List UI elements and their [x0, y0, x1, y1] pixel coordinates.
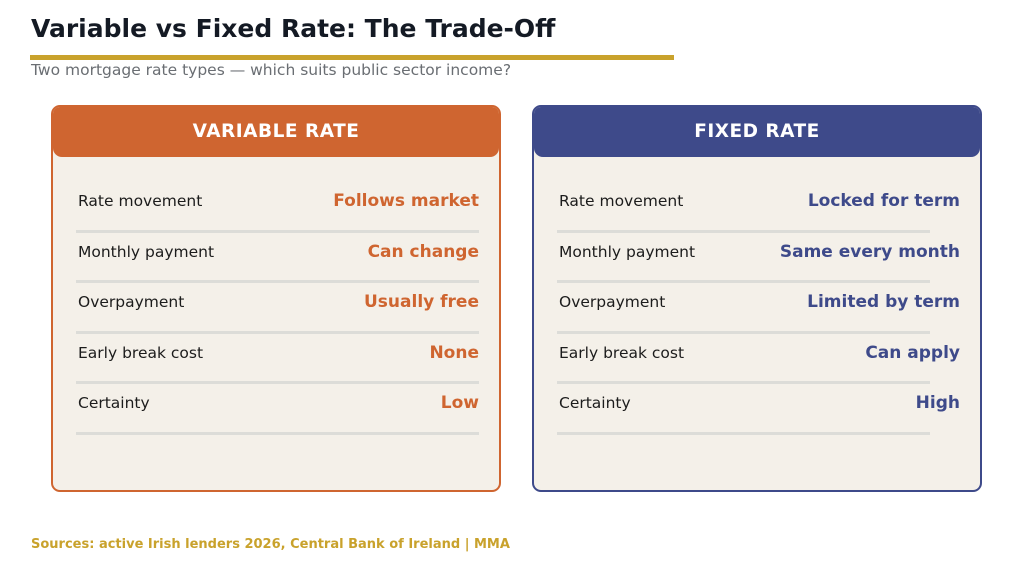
page-title: Variable vs Fixed Rate: The Trade-Off [31, 14, 556, 43]
row-value: Same every month [779, 241, 960, 262]
row-label: Monthly payment [559, 242, 696, 261]
variable-row-certainty: Certainty Low [76, 384, 479, 435]
variable-rate-card: VARIABLE RATE Rate movement Follows mark… [51, 105, 501, 492]
fixed-row-certainty: Certainty High [557, 384, 960, 435]
fixed-row-rate-movement: Rate movement Locked for term [557, 182, 960, 233]
row-value: None [429, 342, 479, 363]
variable-row-monthly-payment: Monthly payment Can change [76, 233, 479, 284]
row-label: Early break cost [559, 343, 685, 362]
fixed-rate-header: FIXED RATE [534, 107, 980, 157]
title-underline [30, 55, 674, 60]
row-label: Monthly payment [78, 242, 215, 261]
row-label: Early break cost [78, 343, 204, 362]
row-value: Low [440, 393, 479, 413]
fixed-rate-card: FIXED RATE Rate movement Locked for term… [532, 105, 982, 492]
fixed-row-overpayment: Overpayment Limited by term [557, 283, 960, 334]
row-value: Locked for term [807, 191, 960, 211]
fixed-rate-rows: Rate movement Locked for term Monthly pa… [557, 182, 960, 435]
row-label: Overpayment [559, 293, 666, 311]
row-label: Rate movement [559, 192, 684, 210]
variable-row-early-break-cost: Early break cost None [76, 334, 479, 385]
row-label: Rate movement [78, 192, 203, 210]
variable-row-rate-movement: Rate movement Follows market [76, 182, 479, 233]
row-value: Follows market [333, 191, 479, 211]
source-footnote: Sources: active Irish lenders 2026, Cent… [31, 537, 510, 552]
fixed-row-early-break-cost: Early break cost Can apply [557, 334, 960, 385]
fixed-row-monthly-payment: Monthly payment Same every month [557, 233, 960, 284]
variable-rate-rows: Rate movement Follows market Monthly pay… [76, 182, 479, 435]
row-label: Certainty [559, 394, 631, 412]
variable-rate-header: VARIABLE RATE [53, 107, 499, 157]
row-label: Certainty [78, 394, 150, 412]
variable-row-overpayment: Overpayment Usually free [76, 283, 479, 334]
row-value: High [915, 393, 960, 413]
row-value: Usually free [364, 292, 479, 312]
page-subtitle: Two mortgage rate types — which suits pu… [31, 61, 512, 79]
row-label: Overpayment [78, 293, 185, 311]
row-value: Can apply [865, 342, 960, 363]
row-value: Limited by term [807, 292, 960, 312]
row-value: Can change [367, 241, 479, 262]
